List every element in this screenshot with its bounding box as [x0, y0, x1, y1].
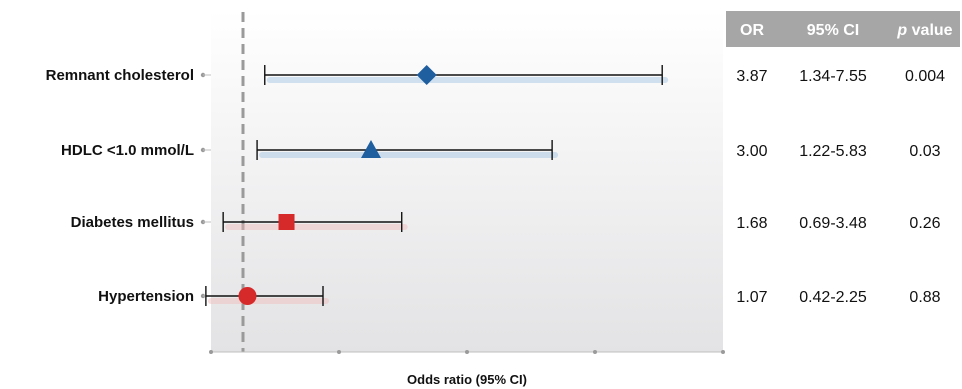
x-axis-tick	[593, 350, 597, 354]
x-axis-tick	[209, 350, 213, 354]
row-label: Remnant cholesterol	[46, 67, 194, 84]
cell-or: 3.87	[736, 68, 767, 85]
point-estimate-square	[278, 214, 295, 230]
point-estimate-circle	[238, 287, 257, 305]
cell-ci: 1.34-7.55	[799, 68, 867, 85]
ci-shadow	[259, 152, 559, 158]
cell-ci: 0.69-3.48	[799, 215, 867, 232]
table-header-cell	[726, 11, 778, 47]
header-or: OR	[740, 22, 764, 39]
row-label: Diabetes mellitus	[71, 214, 194, 231]
header-ci: 95% CI	[807, 22, 859, 39]
ci-shadow	[207, 298, 329, 304]
point-estimate-diamond	[416, 65, 437, 85]
cell-p-value: 0.26	[909, 215, 940, 232]
cell-or: 3.00	[736, 143, 767, 160]
forest-row: Remnant cholesterol	[46, 65, 669, 85]
forest-row: HDLC <1.0 mmol/L	[61, 140, 559, 160]
cell-ci: 1.22-5.83	[799, 143, 867, 160]
cell-or: 1.07	[736, 289, 767, 306]
x-axis-title: Odds ratio (95% CI)	[407, 372, 527, 387]
table-header-cell	[778, 11, 882, 47]
cell-p-value: 0.03	[909, 143, 940, 160]
cell-p-value: 0.88	[909, 289, 940, 306]
header-p-value: p value	[896, 22, 952, 39]
cell-ci: 0.42-2.25	[799, 289, 867, 306]
forest-row: Hypertension	[98, 286, 329, 306]
row-label: HDLC <1.0 mmol/L	[61, 142, 194, 159]
cell-p-value: 0.004	[905, 68, 945, 85]
x-axis-tick	[721, 350, 725, 354]
forest-row: Diabetes mellitus	[71, 212, 408, 232]
x-axis-tick	[465, 350, 469, 354]
table-header-cell	[882, 11, 960, 47]
point-estimate-triangle	[361, 140, 381, 158]
plot-panel	[211, 10, 723, 352]
ci-shadow	[225, 224, 408, 230]
cell-or: 1.68	[736, 215, 767, 232]
ci-shadow	[266, 77, 669, 83]
row-label: Hypertension	[98, 288, 194, 305]
x-axis-tick	[337, 350, 341, 354]
